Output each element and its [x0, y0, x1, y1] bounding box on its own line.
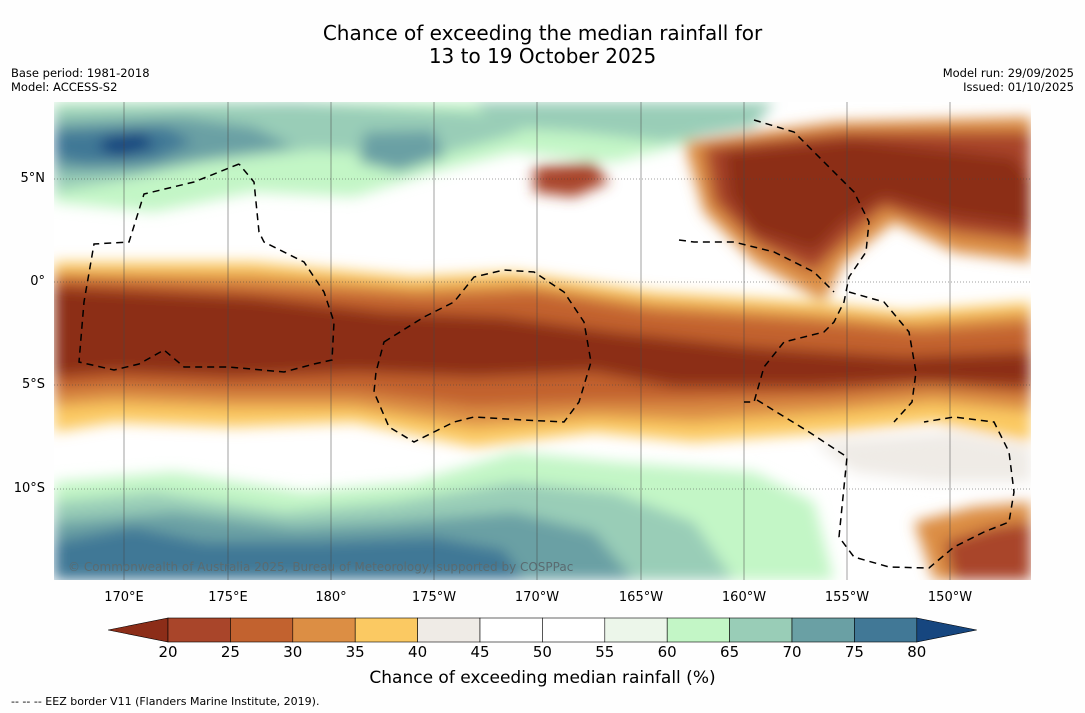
chart-title: Chance of exceeding the median rainfall …: [0, 22, 1085, 68]
colorbar-segment-70-75: [791, 617, 855, 643]
colorbar-label: Chance of exceeding median rainfall (%): [369, 668, 716, 688]
eez-south-east-line: [756, 399, 1015, 569]
eez-mid-east: [678, 239, 835, 293]
eez-borders: [78, 119, 1015, 569]
graticule: [54, 178, 1031, 490]
region-dry-blob: [534, 162, 609, 197]
colorbar-segment-75-80: [854, 617, 918, 643]
region-grey-belt: [814, 432, 1031, 482]
eez-east: [848, 291, 917, 423]
meta-right: Model run: 29/09/2025 Issued: 01/10/2025: [943, 66, 1074, 94]
colorbar-segment-25-30: [230, 617, 294, 643]
colorbar-segment-30-35: [292, 617, 356, 643]
colorbar-segment-20-25: [167, 617, 231, 643]
colorbar-segment-65-70: [729, 617, 793, 643]
lon-label-175e: 175°E: [208, 590, 248, 605]
eez-west: [78, 163, 335, 373]
colorbar-tick-45: 45: [470, 643, 490, 661]
colorbar-tick-70: 70: [782, 643, 802, 661]
lat-label-5n: 5°N: [20, 171, 46, 186]
model-name: Model: ACCESS-S2: [11, 80, 118, 94]
eez-northeast: [744, 119, 870, 403]
lon-label-160w: 160°W: [721, 590, 767, 605]
colorbar-segment-55-60: [604, 617, 668, 643]
lon-lines: [123, 102, 951, 580]
region-blue-patch: [359, 130, 444, 172]
title-line-2: 13 to 19 October 2025: [428, 44, 657, 68]
colorbar-tick-30: 30: [283, 643, 303, 661]
colorbar-tick-20: 20: [158, 643, 178, 661]
colorbar-segment-60-65: [666, 617, 730, 643]
region-south-deep-blue: [54, 527, 524, 580]
lat-label-0: 0°: [30, 274, 45, 289]
lon-label-155w: 155°W: [824, 590, 870, 605]
issued-date: Issued: 01/10/2025: [963, 80, 1074, 94]
lon-label-165w: 165°W: [618, 590, 664, 605]
colorbar-tick-80: 80: [907, 643, 927, 661]
colorbar-tick-75: 75: [844, 643, 864, 661]
meta-left: Base period: 1981-2018 Model: ACCESS-S2: [11, 66, 150, 94]
copyright-watermark: © Commonwealth of Australia 2025, Bureau…: [68, 560, 573, 574]
region-ne-dry-core: [724, 140, 1031, 252]
colorbar-segment-45-50: [479, 617, 543, 643]
map-canvas: © Commonwealth of Australia 2025, Bureau…: [54, 102, 1031, 580]
colorbar-tick-55: 55: [595, 643, 615, 661]
colorbar-tick-65: 65: [720, 643, 740, 661]
colorbar-segment-50-55: [542, 617, 606, 643]
rainfall-field: [54, 102, 1031, 580]
region-equatorial-core: [54, 287, 1031, 387]
colorbar-tick-60: 60: [657, 643, 677, 661]
colorbar: [108, 617, 977, 643]
region-ne-teal: [474, 102, 774, 142]
colorbar-arrow-high: [916, 617, 977, 643]
lon-label-150w: 150°W: [927, 590, 973, 605]
lat-label-5s: 5°S: [21, 377, 45, 392]
title-line-1: Chance of exceeding the median rainfall …: [322, 21, 763, 45]
eez-central: [373, 269, 592, 443]
colorbar-tick-35: 35: [345, 643, 365, 661]
colorbar-tick-25: 25: [220, 643, 240, 661]
colorbar-tick-50: 50: [532, 643, 552, 661]
rainfall-map: © Commonwealth of Australia 2025, Bureau…: [54, 102, 1031, 580]
lon-label-170e: 170°E: [104, 590, 144, 605]
base-period: Base period: 1981-2018: [11, 66, 150, 80]
lat-label-10s: 10°S: [13, 481, 45, 496]
colorbar-tick-40: 40: [408, 643, 428, 661]
colorbar-arrow-low: [108, 617, 169, 643]
region-nw-core: [99, 132, 154, 157]
lon-label-170w: 170°W: [514, 590, 560, 605]
model-run: Model run: 29/09/2025: [942, 66, 1074, 80]
lon-label-175w: 175°W: [411, 590, 457, 605]
lon-label-180: 180°: [315, 590, 347, 605]
eez-legend-footer: -- -- -- EEZ border V11 (Flanders Marine…: [11, 695, 320, 708]
colorbar-segment-35-40: [354, 617, 418, 643]
colorbar-segment-40-45: [417, 617, 481, 643]
region-se-dry-core: [944, 522, 1031, 580]
